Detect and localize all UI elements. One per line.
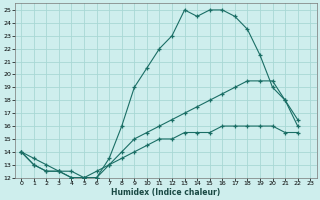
X-axis label: Humidex (Indice chaleur): Humidex (Indice chaleur): [111, 188, 220, 197]
